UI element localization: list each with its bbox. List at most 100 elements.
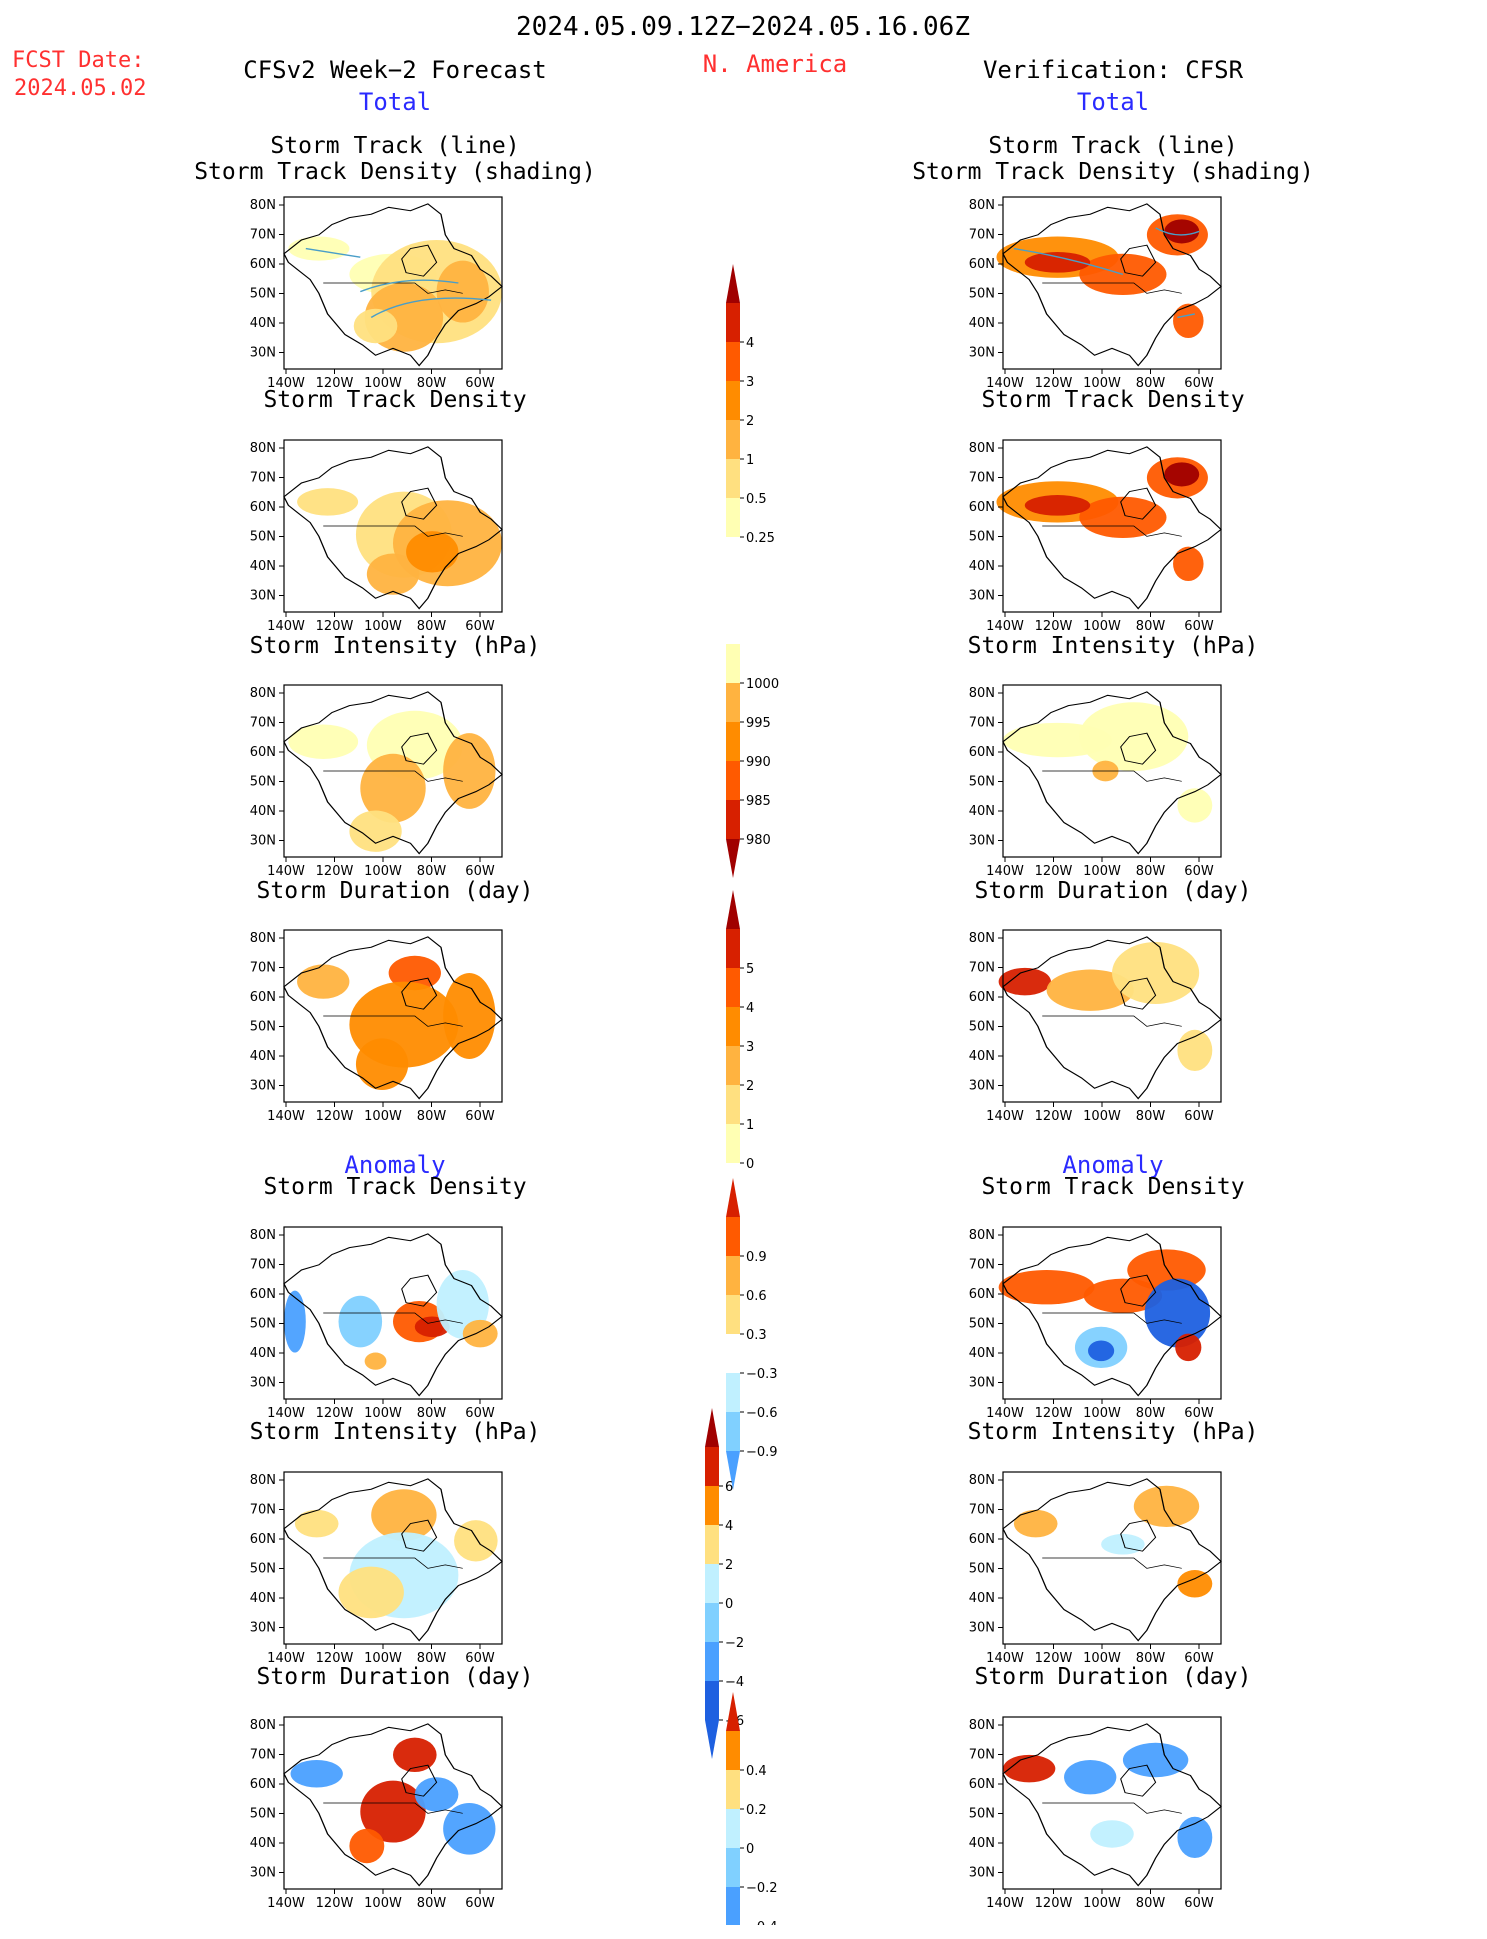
shading-region (371, 1489, 437, 1541)
coastline (1002, 936, 1222, 1100)
coastline (1002, 203, 1222, 367)
colorbar-label: 0.3 (746, 1328, 767, 1343)
lon-label: 100W (364, 1896, 402, 1911)
shading-region (388, 955, 441, 991)
lon-label: 100W (364, 1406, 402, 1421)
colorbar-swatch (726, 303, 740, 342)
lat-label: 40N (250, 1049, 276, 1064)
map-intensity-forecast: 80N 70N 60N 50N 40N 30N 140W 120W 100W 80W 60W (250, 684, 503, 879)
lat-label: 40N (250, 804, 276, 819)
colorbar-swatch (726, 381, 740, 420)
colorbar-swatch (705, 1642, 719, 1681)
shading-region (1003, 1754, 1056, 1783)
panel-title-density: Storm Track Density (263, 387, 527, 413)
colorbar-label: −0.9 (746, 1445, 778, 1460)
colorbar-label: 2 (725, 1558, 733, 1573)
lon-label: 120W (1035, 1896, 1073, 1911)
colorbar-label: 980 (746, 833, 771, 848)
coastline (283, 691, 503, 855)
lat-label: 60N (250, 1532, 276, 1547)
colorbar-swatch (726, 929, 740, 968)
map-track-verification: 80N 70N 60N 50N 40N 30N 140W 120W 100W 80W 60W (969, 196, 1222, 391)
map-frame (283, 196, 503, 370)
lon-label: 100W (1083, 376, 1121, 391)
colorbar-label: 2 (746, 1079, 754, 1094)
colorbar-label: 995 (746, 716, 771, 731)
map-frame (1002, 1471, 1222, 1645)
colorbar-total-intensity: 1000 995 990 985 980 (726, 644, 779, 878)
forecast-title: CFSv2 Week−2 Forecast (243, 56, 547, 84)
shading-region (338, 1566, 404, 1619)
lat-label: 50N (969, 1317, 995, 1332)
panel-title-density: Storm Track Density (981, 387, 1245, 413)
lon-label: 60W (465, 1651, 495, 1666)
colorbar-swatch (726, 800, 740, 839)
lat-label: 50N (969, 1807, 995, 1822)
colorbar-swatch (726, 1809, 740, 1848)
lat-label: 70N (250, 1503, 276, 1518)
map-frame (1002, 684, 1222, 858)
lat-label: 80N (250, 1718, 276, 1733)
panel-title-duration: Storm Duration (day) (256, 878, 534, 904)
lat-label: 40N (969, 316, 995, 331)
colorbar-label: 3 (746, 1040, 754, 1055)
panel-title-intensity: Storm Intensity (hPa) (967, 633, 1259, 659)
colorbar-swatch (726, 498, 740, 537)
lat-label: 50N (969, 287, 995, 302)
colorbar-swatch (726, 1295, 740, 1334)
lat-label: 60N (969, 257, 995, 272)
colorbar-swatch (726, 1124, 740, 1163)
lon-label: 60W (1184, 1109, 1214, 1124)
map-a_density-verification: 80N 70N 60N 50N 40N 30N 140W 120W 100W 80W 60W (969, 1226, 1222, 1421)
colorbar-label: 0.25 (746, 531, 775, 546)
colorbar-label: 0 (725, 1597, 733, 1612)
lon-label: 60W (465, 1109, 495, 1124)
lon-label: 120W (1035, 376, 1073, 391)
lat-label: 40N (969, 1346, 995, 1361)
lat-label: 80N (969, 1228, 995, 1243)
shading-region (364, 1352, 387, 1370)
shading-region (294, 1509, 339, 1538)
colorbar-swatch (726, 1887, 740, 1925)
colorbar-label: 0 (746, 1157, 754, 1172)
colorbar-label: 0.2 (746, 1803, 767, 1818)
lat-label: 60N (250, 1287, 276, 1302)
lat-label: 50N (250, 1020, 276, 1035)
shading-region (1173, 546, 1204, 582)
colorbar-label: 4 (725, 1519, 733, 1534)
shading-region (443, 733, 496, 809)
lat-label: 80N (969, 686, 995, 701)
colorbar-swatch (726, 1770, 740, 1809)
lon-label: 140W (267, 1406, 305, 1421)
map-frame (1002, 1226, 1222, 1400)
lon-label: 80W (417, 1406, 447, 1421)
shading-region (1175, 1333, 1202, 1362)
coastline (283, 1233, 503, 1397)
lat-label: 70N (250, 716, 276, 731)
shading-region (338, 1295, 383, 1348)
map-frame (1002, 929, 1222, 1103)
colorbar-swatch (726, 342, 740, 381)
coastline (1002, 691, 1222, 855)
lat-label: 40N (250, 1836, 276, 1851)
map-intensity-verification: 80N 70N 60N 50N 40N 30N 140W 120W 100W 80W 60W (969, 684, 1222, 879)
map-frame (283, 1226, 503, 1400)
shading-region (290, 1760, 343, 1788)
colorbar-label: −0.3 (746, 1367, 778, 1382)
lat-label: 60N (969, 1287, 995, 1302)
lon-label: 60W (1184, 619, 1214, 634)
lat-label: 80N (969, 441, 995, 456)
colorbar-label: −0.6 (746, 1406, 778, 1421)
storm-track-line (1013, 227, 1200, 319)
colorbar-label: 6 (725, 1480, 733, 1495)
lon-label: 120W (1035, 1109, 1073, 1124)
shading-region (1173, 303, 1204, 339)
lat-label: 30N (969, 346, 995, 361)
colorbar-swatch (705, 1603, 719, 1642)
lat-label: 60N (969, 990, 995, 1005)
lat-label: 70N (250, 1258, 276, 1273)
colorbar-label: 5 (746, 962, 754, 977)
colorbar-label: 0.9 (746, 1250, 767, 1265)
map-frame (1002, 196, 1222, 370)
region-title: N. America (702, 50, 848, 78)
